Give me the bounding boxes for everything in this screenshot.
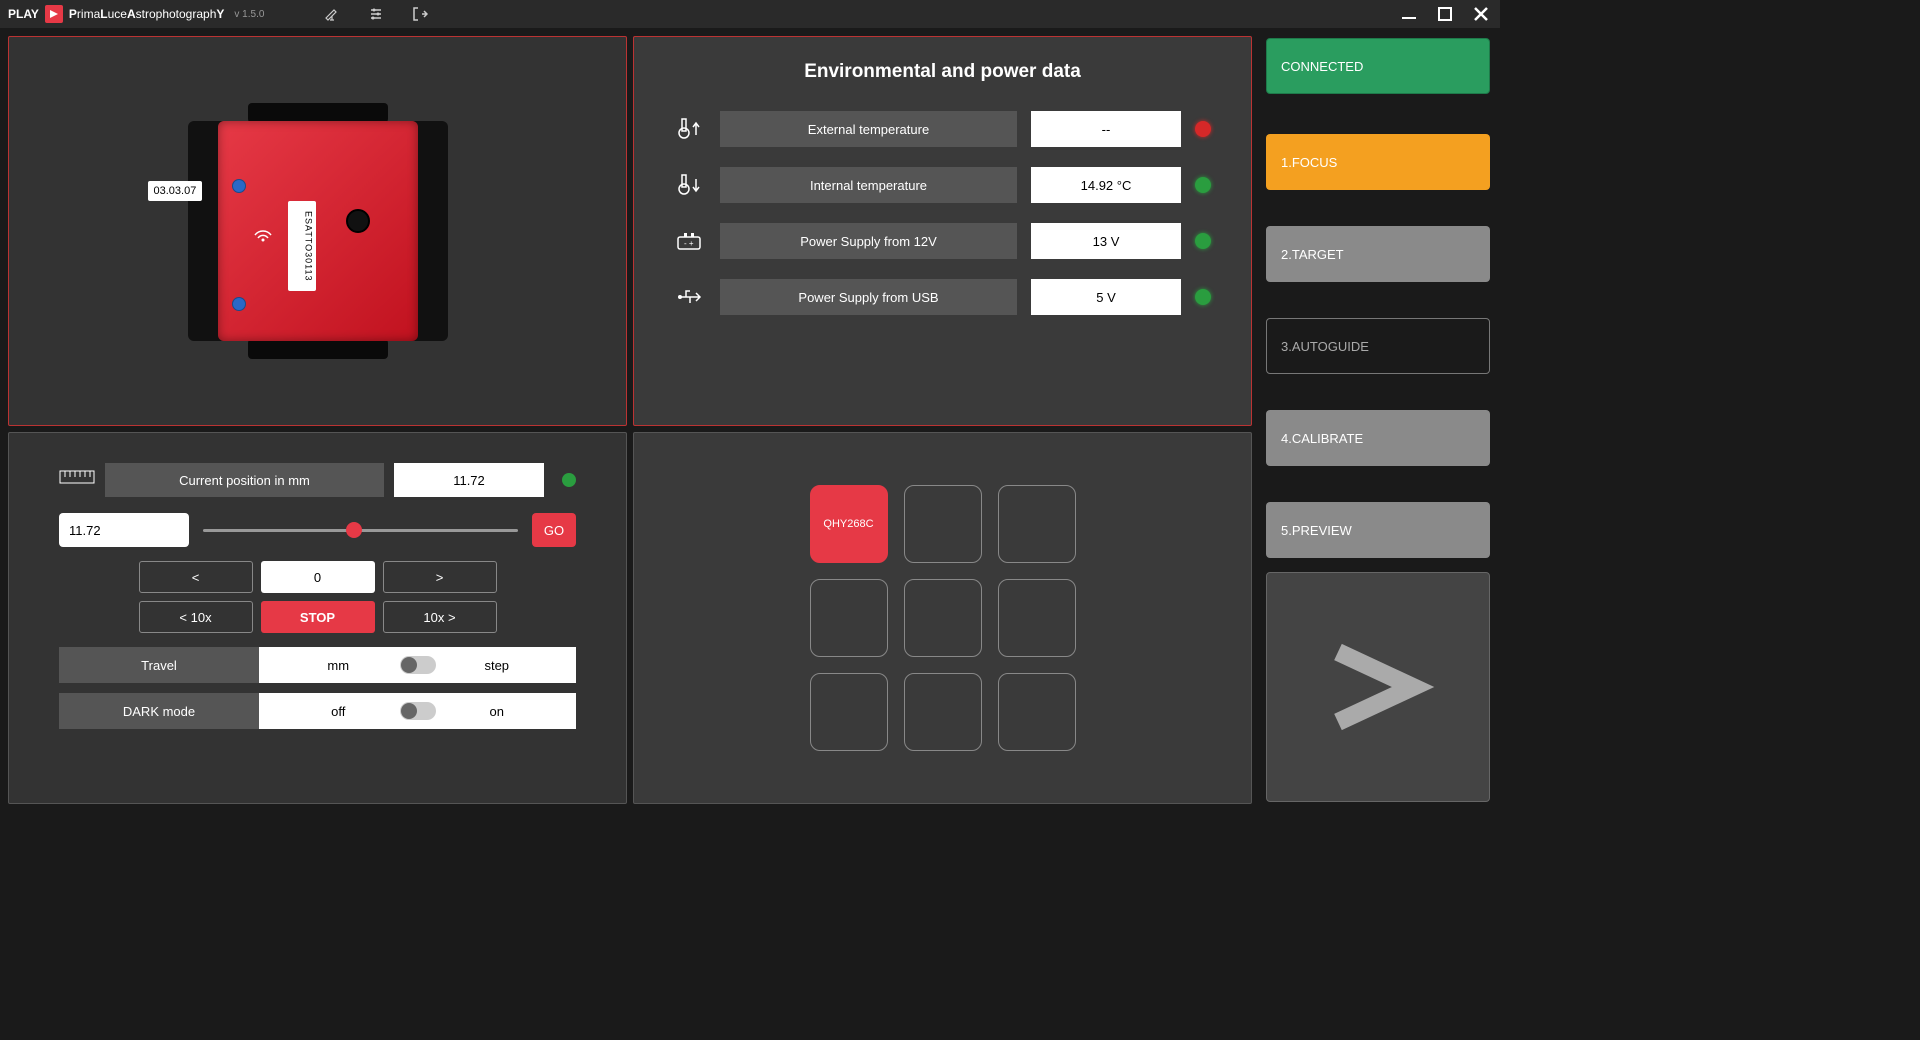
camera-cell-4[interactable] xyxy=(904,579,982,657)
env-value-1: 14.92 °C xyxy=(1031,167,1181,203)
play-label: PLAY xyxy=(8,7,39,21)
step-fwd-button[interactable]: > xyxy=(383,561,497,593)
env-value-2: 13 V xyxy=(1031,223,1181,259)
device-serial: ESATTO30113 xyxy=(288,201,316,291)
sidebar-item-2[interactable]: 3.AUTOGUIDE xyxy=(1266,318,1490,374)
camera-panel: QHY268C xyxy=(633,432,1252,804)
camera-cell-6[interactable] xyxy=(810,673,888,751)
toolbar-icons xyxy=(324,6,428,22)
device-panel: ESATTO30113 03.03.07 xyxy=(8,36,627,426)
connected-status[interactable]: CONNECTED xyxy=(1266,38,1490,94)
focus-panel: Current position in mm 11.72 GO < xyxy=(8,432,627,804)
dark-off: off xyxy=(259,704,418,719)
environmental-panel: Environmental and power data External te… xyxy=(633,36,1252,426)
sidebar-item-4[interactable]: 5.PREVIEW xyxy=(1266,502,1490,558)
step-back-button[interactable]: < xyxy=(139,561,253,593)
position-slider[interactable] xyxy=(203,520,518,540)
env-led-1 xyxy=(1195,177,1211,193)
env-label-0: External temperature xyxy=(720,111,1017,147)
go-button[interactable]: GO xyxy=(532,513,576,547)
env-value-0: -- xyxy=(1031,111,1181,147)
app-name: PrimaLuceAstrophotographY xyxy=(69,7,224,21)
travel-toggle[interactable] xyxy=(400,656,436,674)
minimize-button[interactable] xyxy=(1398,3,1420,25)
camera-cell-5[interactable] xyxy=(998,579,1076,657)
temp-down-icon xyxy=(674,171,706,199)
temp-up-icon xyxy=(674,115,706,143)
sidebar: CONNECTED 1.FOCUS 2.TARGET 3.AUTOGUIDE 4.CA… xyxy=(1260,28,1500,812)
exit-icon[interactable] xyxy=(412,6,428,22)
position-label: Current position in mm xyxy=(105,463,384,497)
env-led-0 xyxy=(1195,121,1211,137)
battery-icon: - + xyxy=(674,227,706,255)
env-label-3: Power Supply from USB xyxy=(720,279,1017,315)
travel-label: Travel xyxy=(59,647,259,683)
env-title: Environmental and power data xyxy=(674,61,1211,83)
step-fwd-10x-button[interactable]: 10x > xyxy=(383,601,497,633)
big-play-button[interactable] xyxy=(1266,572,1490,802)
env-label-1: Internal temperature xyxy=(720,167,1017,203)
position-value: 11.72 xyxy=(394,463,544,497)
travel-mm: mm xyxy=(259,658,418,673)
svg-text:- +: - + xyxy=(684,239,694,248)
stop-button[interactable]: STOP xyxy=(261,601,375,633)
telescope-icon[interactable] xyxy=(324,6,340,22)
camera-cell-1[interactable] xyxy=(904,485,982,563)
camera-cell-2[interactable] xyxy=(998,485,1076,563)
env-label-2: Power Supply from 12V xyxy=(720,223,1017,259)
env-value-3: 5 V xyxy=(1031,279,1181,315)
usb-icon xyxy=(674,283,706,311)
camera-cell-8[interactable] xyxy=(998,673,1076,751)
step-back-10x-button[interactable]: < 10x xyxy=(139,601,253,633)
travel-step: step xyxy=(418,658,577,673)
close-button[interactable] xyxy=(1470,3,1492,25)
dark-label: DARK mode xyxy=(59,693,259,729)
env-led-3 xyxy=(1195,289,1211,305)
dark-on: on xyxy=(418,704,577,719)
titlebar: PLAY PrimaLuceAstrophotographY v 1.5.0 xyxy=(0,0,1500,28)
camera-cell-7[interactable] xyxy=(904,673,982,751)
env-led-2 xyxy=(1195,233,1211,249)
wifi-icon xyxy=(252,221,274,243)
dark-toggle[interactable] xyxy=(400,702,436,720)
window-buttons xyxy=(1398,3,1492,25)
sidebar-item-1[interactable]: 2.TARGET xyxy=(1266,226,1490,282)
position-input[interactable] xyxy=(59,513,189,547)
sliders-icon[interactable] xyxy=(368,6,384,22)
app-version: v 1.5.0 xyxy=(234,9,264,20)
device-firmware: 03.03.07 xyxy=(148,181,203,201)
position-led xyxy=(562,473,576,487)
maximize-button[interactable] xyxy=(1434,3,1456,25)
ruler-icon xyxy=(59,470,95,490)
sidebar-item-0[interactable]: 1.FOCUS xyxy=(1266,134,1490,190)
camera-cell-0[interactable]: QHY268C xyxy=(810,485,888,563)
sidebar-item-3[interactable]: 4.CALIBRATE xyxy=(1266,410,1490,466)
app-logo-icon xyxy=(45,5,63,23)
step-value[interactable]: 0 xyxy=(261,561,375,593)
camera-cell-3[interactable] xyxy=(810,579,888,657)
